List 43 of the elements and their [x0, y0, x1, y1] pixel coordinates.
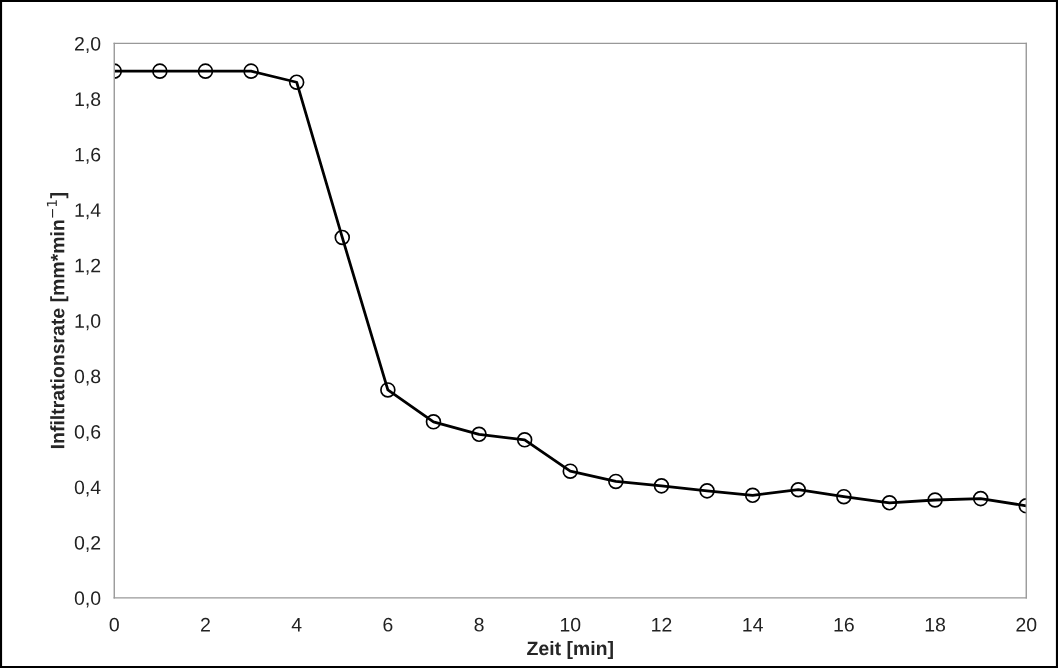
y-tick-label: 0,4	[74, 480, 101, 497]
point	[608, 473, 624, 490]
x-tick-label: 6	[383, 617, 393, 632]
y-tick-label: 1,8	[75, 92, 101, 109]
x-axis-title: Zeit [min]	[527, 640, 613, 660]
x-tick-label: 0	[109, 617, 119, 632]
x-tick-label: 10	[560, 617, 581, 632]
x-tick-label: 2	[201, 617, 210, 632]
point	[471, 426, 487, 443]
point	[334, 229, 351, 246]
x-tick-label: 8	[474, 617, 484, 632]
y-tick-label: 1,2	[75, 258, 101, 275]
x-tick-label: 4	[291, 618, 302, 632]
point	[836, 488, 852, 505]
point	[881, 494, 898, 511]
point	[927, 492, 943, 508]
x-tick-label: 14	[743, 618, 763, 632]
x-tick-label: 12	[652, 617, 672, 632]
y-tick-label: 0,2	[74, 535, 101, 552]
point	[790, 481, 807, 498]
point	[562, 463, 579, 479]
point	[516, 432, 533, 448]
y-tick-label: 1,0	[75, 314, 101, 331]
point	[699, 483, 715, 499]
y-axis-title: Infiltrationsrate [mm*min$^{−1}$]	[46, 193, 69, 449]
point	[744, 487, 761, 504]
y-tick-label: 0,6	[74, 425, 101, 442]
point	[425, 414, 442, 430]
point	[653, 478, 670, 494]
y-tick-label: 2,0	[75, 36, 101, 53]
point	[288, 74, 305, 91]
x-tick-label: 20	[1016, 617, 1037, 632]
y-tick-label: 1,4	[75, 203, 101, 220]
point	[972, 490, 989, 507]
point	[243, 63, 259, 79]
y-tick-label: 0,8	[74, 369, 101, 386]
point	[152, 63, 168, 79]
y-tick-label: 1,6	[75, 147, 101, 164]
x-tick-label: 16	[834, 617, 854, 632]
point	[380, 382, 396, 398]
point	[197, 63, 214, 79]
y-tick-label: 0,0	[74, 591, 101, 608]
x-tick-label: 18	[925, 617, 946, 632]
